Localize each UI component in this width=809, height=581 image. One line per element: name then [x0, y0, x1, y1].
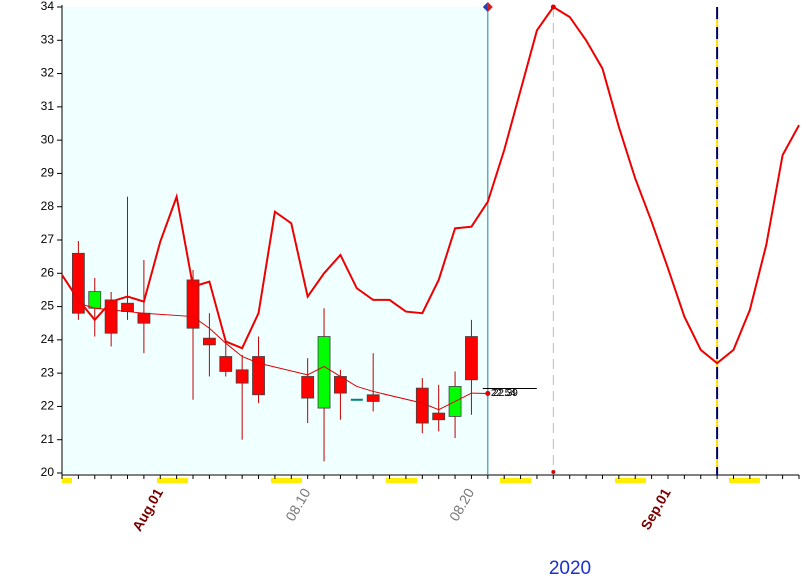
weekend-marker: [500, 478, 531, 483]
ma-end-marker: [485, 390, 491, 396]
candle-body: [219, 356, 233, 372]
candle-body: [88, 291, 102, 309]
candle-body: [465, 336, 478, 381]
weekend-marker: [62, 478, 72, 483]
y-tick-label: 24: [41, 332, 55, 346]
x-tick-label: 08.10: [282, 485, 313, 524]
history-end-marker: [487, 2, 493, 12]
y-tick-label: 27: [41, 232, 55, 246]
ma-line: [78, 302, 488, 411]
x-axis-title: 2020: [549, 558, 591, 579]
weekend-marker: [271, 478, 302, 483]
candle-body: [252, 356, 265, 396]
candle-body: [235, 369, 249, 384]
candle-body: [104, 299, 118, 334]
candle-body: [121, 302, 134, 312]
y-tick-label: 25: [41, 299, 55, 313]
forecast-line: [61, 5, 800, 365]
peak-marker: [551, 470, 556, 474]
y-tick-label: 29: [41, 166, 55, 180]
y-tick-label: 30: [41, 132, 55, 146]
candle-body: [432, 412, 446, 421]
candle-body: [137, 312, 151, 324]
candle-body: [202, 337, 216, 346]
x-tick-label: Sep.01: [637, 485, 674, 532]
y-tick-label: 26: [41, 265, 55, 279]
weekend-marker: [386, 478, 417, 483]
weekend-marker: [729, 478, 760, 483]
candle-body: [415, 387, 429, 424]
ma-label: 22.39: [493, 388, 518, 399]
weekend-marker: [157, 478, 188, 483]
y-tick-label: 22: [41, 399, 55, 413]
y-tick-label: 34: [41, 0, 55, 13]
y-tick-label: 33: [41, 32, 55, 46]
y-tick-label: 28: [41, 199, 55, 213]
candle-body: [301, 376, 315, 399]
x-tick-label: 08.20: [446, 485, 477, 524]
weekend-marker: [615, 478, 646, 483]
candle-body: [317, 336, 331, 409]
y-tick-label: 31: [41, 99, 55, 113]
x-tick-label: Aug.01: [129, 485, 166, 534]
history-end-marker: [482, 2, 488, 12]
y-tick-label: 32: [41, 66, 55, 80]
candle-body: [366, 394, 380, 402]
peak-marker: [550, 4, 556, 10]
weekend-markers: [62, 478, 760, 483]
y-tick-label: 21: [41, 432, 55, 446]
candle-body: [71, 252, 85, 314]
price-label: 22.54: [491, 388, 516, 399]
y-tick-label: 20: [41, 465, 55, 479]
y-tick-label: 23: [41, 365, 55, 379]
